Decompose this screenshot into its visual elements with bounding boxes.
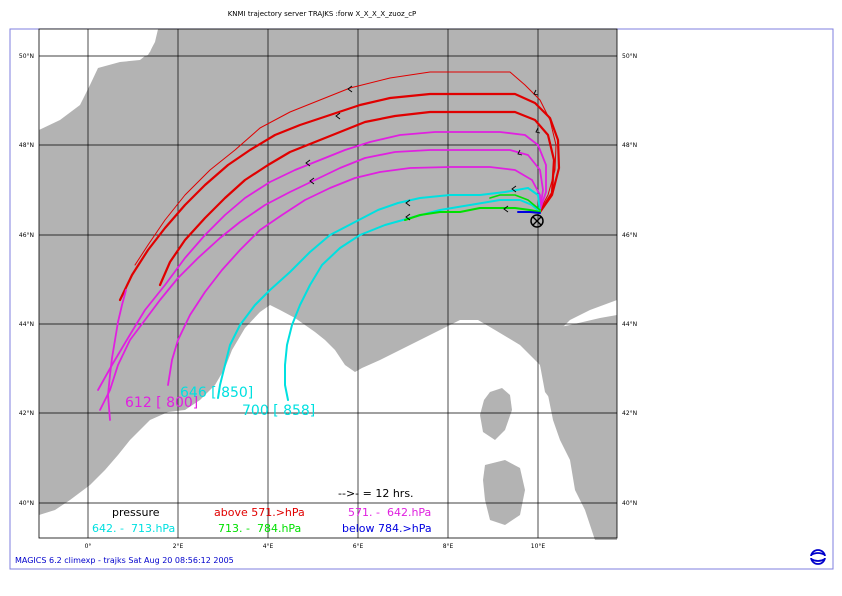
legend-range-713-784: 713. - 784.hPa: [218, 522, 301, 535]
start-label-612: 612 [ 800]: [125, 395, 198, 411]
arrow-note: -->- = 12 hrs.: [338, 487, 414, 500]
trajectory-green-2: [489, 194, 541, 211]
time-marker: [517, 149, 523, 156]
lat-labels-right: 50°N 48°N 46°N 44°N 42°N 40°N: [622, 53, 637, 507]
lon-label: 10°E: [531, 543, 546, 550]
lon-label: 6°E: [353, 543, 364, 550]
start-label-646: 646 [ 850]: [180, 385, 253, 401]
page-title: KNMI trajectory server TRAJKS :forw X_X_…: [228, 10, 417, 18]
lat-label: 48°N: [19, 142, 34, 149]
time-marker: [309, 177, 315, 185]
lat-label: 48°N: [622, 142, 637, 149]
time-marker: [405, 213, 411, 221]
map-border: [38, 28, 618, 539]
trajectory-green: [404, 207, 541, 221]
time-marker: [533, 89, 539, 96]
land-corsica: [480, 388, 512, 440]
trajectory-cyan-2: [284, 199, 541, 401]
ecmwf-logo-icon: [809, 549, 827, 565]
lat-label: 46°N: [19, 232, 34, 239]
graticule: [39, 29, 617, 538]
time-markers: [305, 85, 541, 221]
lat-label: 44°N: [622, 321, 637, 328]
lat-label: 46°N: [622, 232, 637, 239]
lon-label: 0°: [85, 543, 92, 550]
land-sardinia: [483, 460, 525, 525]
lat-label: 42°N: [622, 410, 637, 417]
time-marker: [347, 85, 353, 93]
start-label-700: 700 [ 858]: [242, 403, 315, 419]
trajectories: [97, 71, 561, 421]
sea-channel: [39, 29, 158, 120]
legend-range-642-713: 642. - 713.hPa: [92, 522, 175, 535]
trajectory-blue: [517, 211, 541, 214]
time-marker: [511, 185, 517, 193]
time-marker: [503, 205, 509, 213]
time-marker: [405, 199, 411, 207]
map-area: 50°N 48°N 46°N 44°N 42°N 40°N 50°N 48°N …: [19, 28, 637, 550]
pressure-legend: pressure above 571.>hPa 571. - 642.hPa 6…: [92, 506, 432, 535]
footer-text: MAGICS 6.2 climexp - trajks Sat Aug 20 0…: [15, 556, 234, 565]
lon-label: 4°E: [263, 543, 274, 550]
lat-label: 40°N: [622, 500, 637, 507]
lat-labels-left: 50°N 48°N 46°N 44°N 42°N 40°N: [19, 53, 34, 507]
trajectory-red-outer: [134, 71, 557, 266]
lat-label: 50°N: [19, 53, 34, 60]
lat-label: 42°N: [19, 410, 34, 417]
legend-range-571-642: 571. - 642.hPa: [348, 506, 431, 519]
lon-labels: 0° 2°E 4°E 6°E 8°E 10°E: [85, 543, 546, 550]
lon-label: 8°E: [443, 543, 454, 550]
land-italy-south: [540, 315, 617, 540]
lat-label: 44°N: [19, 321, 34, 328]
time-marker: [335, 112, 341, 120]
trajectory-red-1: [118, 92, 561, 302]
trajectory-magenta-2: [99, 149, 544, 411]
legend-below: below 784.>hPa: [342, 522, 432, 535]
trajectory-magenta-4: [107, 289, 127, 421]
trajectory-red-2: [158, 110, 556, 287]
legend-above: above 571.>hPa: [214, 506, 305, 519]
trajectory-magenta-1: [97, 131, 547, 391]
time-marker: [535, 127, 541, 134]
lon-label: 2°E: [173, 543, 184, 550]
release-point-icon: [530, 214, 544, 228]
time-marker: [305, 159, 311, 167]
trajectory-magenta-3: [167, 166, 541, 386]
lat-label: 50°N: [622, 53, 637, 60]
legend-title: pressure: [112, 506, 160, 519]
trajectory-cyan-1: [217, 187, 541, 399]
lat-label: 40°N: [19, 500, 34, 507]
